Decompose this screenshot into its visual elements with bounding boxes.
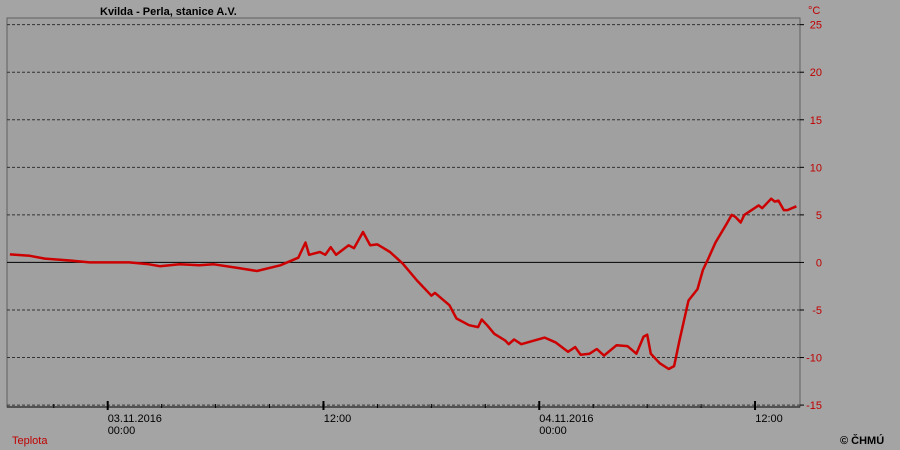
y-tick-label: 20 xyxy=(810,67,822,79)
y-unit: °C xyxy=(808,5,820,17)
y-tick-label: 0 xyxy=(816,257,822,269)
y-tick-label: 25 xyxy=(810,20,822,32)
x-tick-label: 03.11.2016 xyxy=(108,413,162,425)
y-tick-label: 15 xyxy=(810,115,822,127)
chart-title: Kvilda - Perla, stanice A.V. xyxy=(100,6,237,18)
series-line xyxy=(9,197,797,371)
plot-area xyxy=(6,17,801,408)
y-tick-label: -10 xyxy=(806,353,822,365)
y-tick-label: 5 xyxy=(816,210,822,222)
x-tick-label: 00:00 xyxy=(539,425,567,437)
x-tick-label: 12:00 xyxy=(755,413,783,425)
x-tick-label: 04.11.2016 xyxy=(539,413,593,425)
x-tick-label: 00:00 xyxy=(108,425,136,437)
legend-entry: Teplota xyxy=(12,435,48,447)
x-tick-label: 12:00 xyxy=(324,413,352,425)
credit: © ČHMÚ xyxy=(840,434,884,447)
y-tick-label: -5 xyxy=(812,305,822,317)
y-tick-label: -15 xyxy=(806,400,822,412)
y-tick-label: 10 xyxy=(810,162,822,174)
